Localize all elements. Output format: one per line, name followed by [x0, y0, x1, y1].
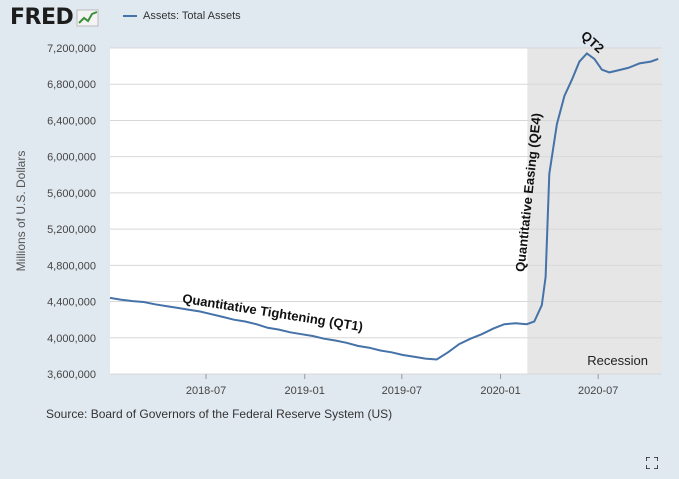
y-axis-label: Millions of U.S. Dollars [14, 151, 28, 272]
fullscreen-icon[interactable] [646, 457, 658, 469]
fred-logo-text: FRED [10, 5, 74, 30]
x-tick-label: 2020-07 [578, 385, 618, 397]
y-tick-label: 4,000,000 [47, 333, 96, 345]
chart-legend[interactable]: Assets: Total Assets [123, 10, 241, 22]
y-tick-label: 6,400,000 [47, 115, 96, 127]
x-tick-label: 2019-01 [285, 385, 325, 397]
chart-canvas: 3,600,000 4,000,000 4,400,000 4,800,000 5,20… [14, 28, 662, 397]
x-tick-label: 2019-07 [382, 385, 422, 397]
x-axis-ticks: 2018-07 2019-01 2019-07 2020-01 2020-07 [186, 374, 618, 397]
x-tick-label: 2018-07 [186, 385, 226, 397]
recession-band [527, 48, 662, 374]
fred-chart-icon [76, 9, 99, 27]
x-tick-label: 2020-01 [480, 385, 520, 397]
source-note: Source: Board of Governors of the Federa… [46, 407, 393, 421]
grid-lines [110, 47, 662, 375]
y-tick-label: 7,200,000 [47, 43, 96, 55]
y-axis-ticks: 3,600,000 4,000,000 4,400,000 4,800,000 5,20… [47, 43, 96, 381]
legend-line-swatch [123, 15, 137, 17]
y-tick-label: 5,200,000 [47, 224, 96, 236]
y-tick-label: 4,800,000 [47, 260, 96, 272]
y-tick-label: 6,000,000 [47, 152, 96, 164]
series-line-total-assets[interactable] [109, 52, 659, 361]
y-tick-label: 6,800,000 [47, 79, 96, 91]
legend-label: Assets: Total Assets [143, 10, 241, 22]
y-tick-label: 5,600,000 [47, 188, 96, 200]
fred-logo[interactable]: FRED [10, 6, 100, 30]
y-tick-label: 3,600,000 [47, 369, 96, 381]
recession-label: Recession [587, 353, 648, 368]
y-tick-label: 4,400,000 [47, 297, 96, 309]
